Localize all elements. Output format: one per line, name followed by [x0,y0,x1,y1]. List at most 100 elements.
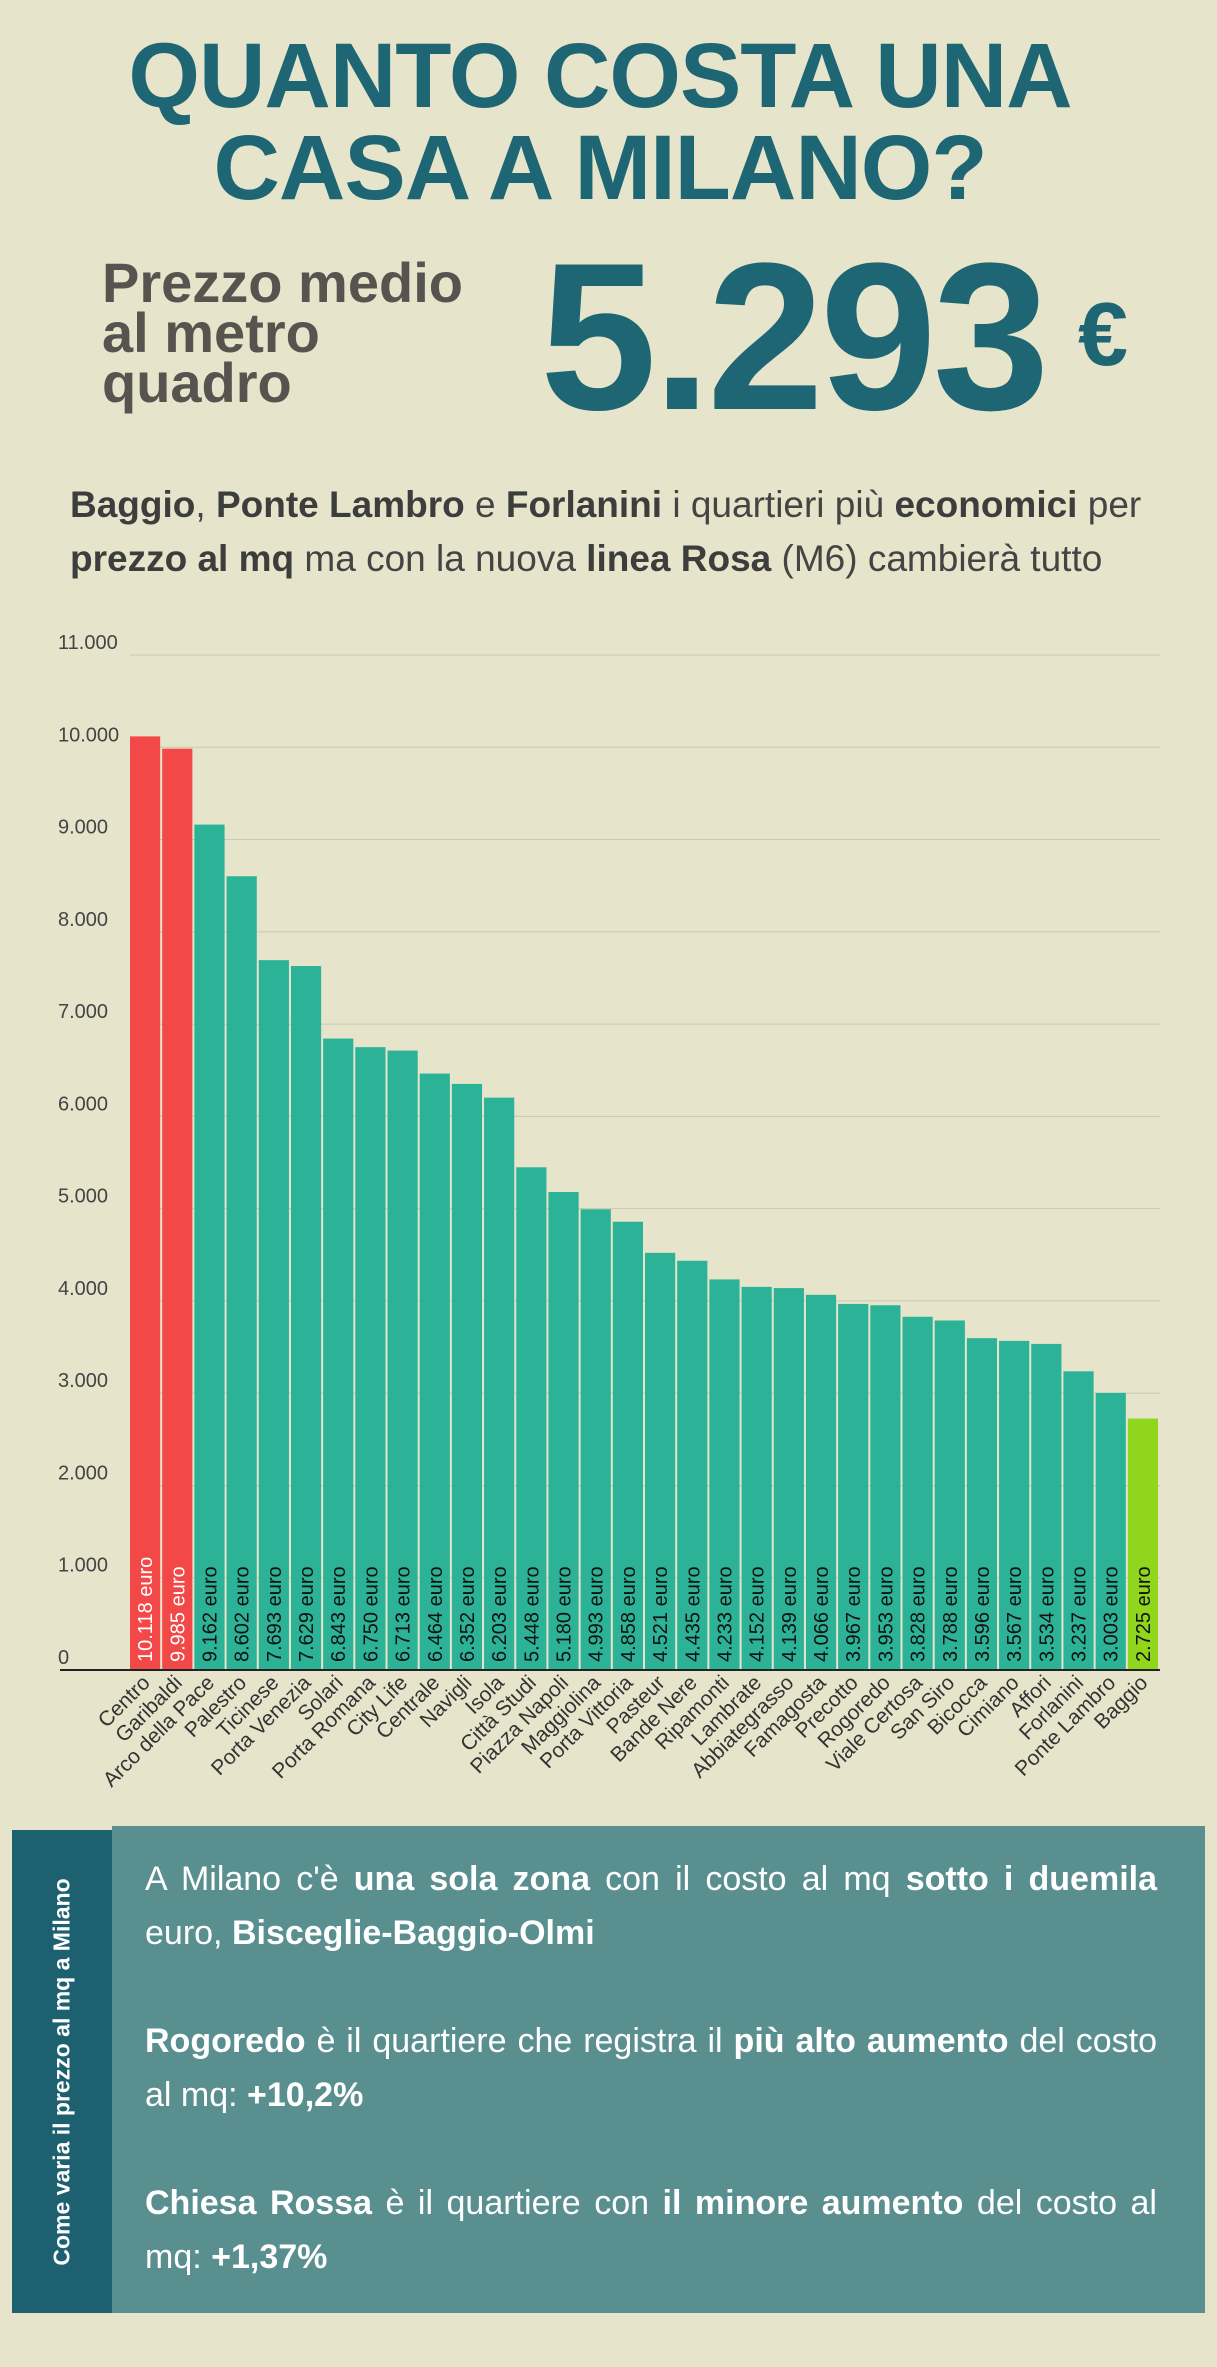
info-paragraph-3: Chiesa Rossa è il quartiere con il minor… [145,2176,1157,2284]
bar [645,1252,676,1670]
subtitle-text-2: e [464,484,506,525]
bar-value-label: 3.953 euro [875,1566,897,1662]
subtitle-text-6: (M6) cambierà tutto [771,538,1103,579]
bar [709,1279,740,1670]
bar [162,748,193,1670]
subtitle-prezzo-al-mq: prezzo al mq [70,538,295,579]
p2-bold-e: +10,2% [247,2076,364,2114]
subtitle-text-4: per [1077,484,1142,525]
subtitle-economici: economici [894,484,1078,525]
bar [677,1260,708,1670]
y-tick-label: 4.000 [58,1278,108,1300]
currency-symbol: € [1078,285,1129,385]
y-tick-label: 2.000 [58,1462,108,1484]
page-title: QUANTO COSTA UNA CASA A MILANO? [0,30,1200,214]
bar [548,1192,579,1670]
bar-value-label: 6.713 euro [393,1566,415,1662]
bar [580,1209,611,1670]
bar [1095,1392,1126,1670]
bar-value-label: 4.066 euro [811,1566,833,1662]
bar [902,1316,933,1670]
bar [934,1320,965,1670]
bar-chart: 0 1.000 2.000 3.000 4.000 5.000 6.000 7.000 8.00… [58,632,1160,1792]
subtitle-text-1: , [195,484,216,525]
bar [355,1047,386,1670]
subtitle: Baggio, Ponte Lambro e Forlanini i quart… [70,478,1170,586]
subtitle-baggio: Baggio [70,484,196,525]
bar [1063,1371,1094,1670]
bar-value-label: 6.464 euro [425,1566,447,1662]
bar [805,1294,837,1670]
bar-value-label: 5.448 euro [521,1566,543,1662]
title-line-2: CASA A MILANO? [213,117,987,219]
p1-text-c: con il costo al mq [589,1860,906,1898]
bar-value-label: 3.596 euro [972,1566,994,1662]
bar [130,736,161,1670]
bar-value-label: 2.725 euro [1133,1566,1155,1662]
p1-text-a: A Milano c'è [145,1860,354,1898]
bar [226,876,257,1670]
subtitle-text-3: i quartieri più [662,484,895,525]
p2-text-d: del costo al mq: [145,2022,1158,2114]
info-panel: A Milano c'è una sola zona con il costo … [112,1826,1205,2313]
p2-bold-c: più alto aumento [733,2022,1009,2060]
bar [741,1286,772,1670]
bar-value-label: 4.233 euro [714,1566,736,1662]
bar-value-label: 3.237 euro [1069,1566,1091,1662]
bar [419,1073,450,1670]
bar-value-label: 6.203 euro [489,1566,511,1662]
subtitle-linea-rosa: linea Rosa [586,538,772,579]
bar-value-label: 3.828 euro [908,1566,930,1662]
bar-value-label: 4.993 euro [586,1566,608,1662]
bar-value-label: 7.693 euro [264,1566,286,1662]
p3-bold-c: il minore aumento [662,2184,964,2222]
bar-value-label: 6.843 euro [328,1566,350,1662]
p3-bold-e: +1,37% [211,2238,328,2276]
bar [258,960,289,1670]
bar-value-label: 4.139 euro [779,1566,801,1662]
bar [516,1167,547,1670]
bar-value-label: 10.118 euro [135,1557,157,1662]
bar [838,1303,869,1670]
price-label-line-1: Prezzo medio [102,251,463,314]
bar-value-label: 3.967 euro [843,1566,865,1662]
y-tick-label: 1.000 [58,1555,108,1577]
p3-text-d: del costo al mq: [145,2184,1157,2276]
bar [194,824,225,1670]
info-paragraph-2: Rogoredo è il quartiere che registra il … [145,2014,1157,2122]
bar-value-label: 6.750 euro [360,1566,382,1662]
p2-bold-a: Rogoredo [145,2022,306,2060]
y-tick-label: 11.000 [58,632,118,654]
y-tick-label: 8.000 [58,909,108,931]
bar-value-label: 3.788 euro [940,1566,962,1662]
bar-value-label: 3.567 euro [1004,1566,1026,1662]
bar [290,966,322,1670]
p1-bold-f: Bisceglie-Baggio-Olmi [231,1914,595,1952]
bar [773,1288,804,1670]
bar [612,1221,643,1670]
p3-bold-a: Chiesa Rossa [145,2184,373,2222]
bar-value-label: 9.162 euro [199,1566,221,1662]
bar-value-label: 5.180 euro [554,1566,576,1662]
y-tick-label: 7.000 [58,1001,108,1023]
subtitle-forlanini: Forlanini [505,484,663,525]
panel-side-label: Come varia il prezzo al mq a Milano [12,1830,112,2313]
p1-bold-d: sotto i duemila [905,1860,1157,1898]
bar [387,1050,418,1670]
p1-text-e: euro, [145,1914,232,1952]
bar [1031,1343,1062,1670]
subtitle-ponte-lambro: Ponte Lambro [215,484,465,525]
y-tick-label: 3.000 [58,1370,108,1392]
bar-value-label: 3.534 euro [1036,1566,1058,1662]
bar [1127,1418,1158,1670]
bar-value-label: 4.152 euro [747,1566,769,1662]
y-tick-label: 9.000 [58,817,108,839]
bar [870,1305,901,1670]
bar-value-label: 8.602 euro [232,1566,254,1662]
y-tick-label: 0 [58,1647,69,1669]
bar-value-label: 9.985 euro [167,1566,189,1662]
p2-text-b: è il quartiere che registra il [305,2022,734,2060]
y-tick-label: 5.000 [58,1186,108,1208]
y-tick-label: 6.000 [58,1093,108,1115]
p3-text-b: è il quartiere con [372,2184,663,2222]
